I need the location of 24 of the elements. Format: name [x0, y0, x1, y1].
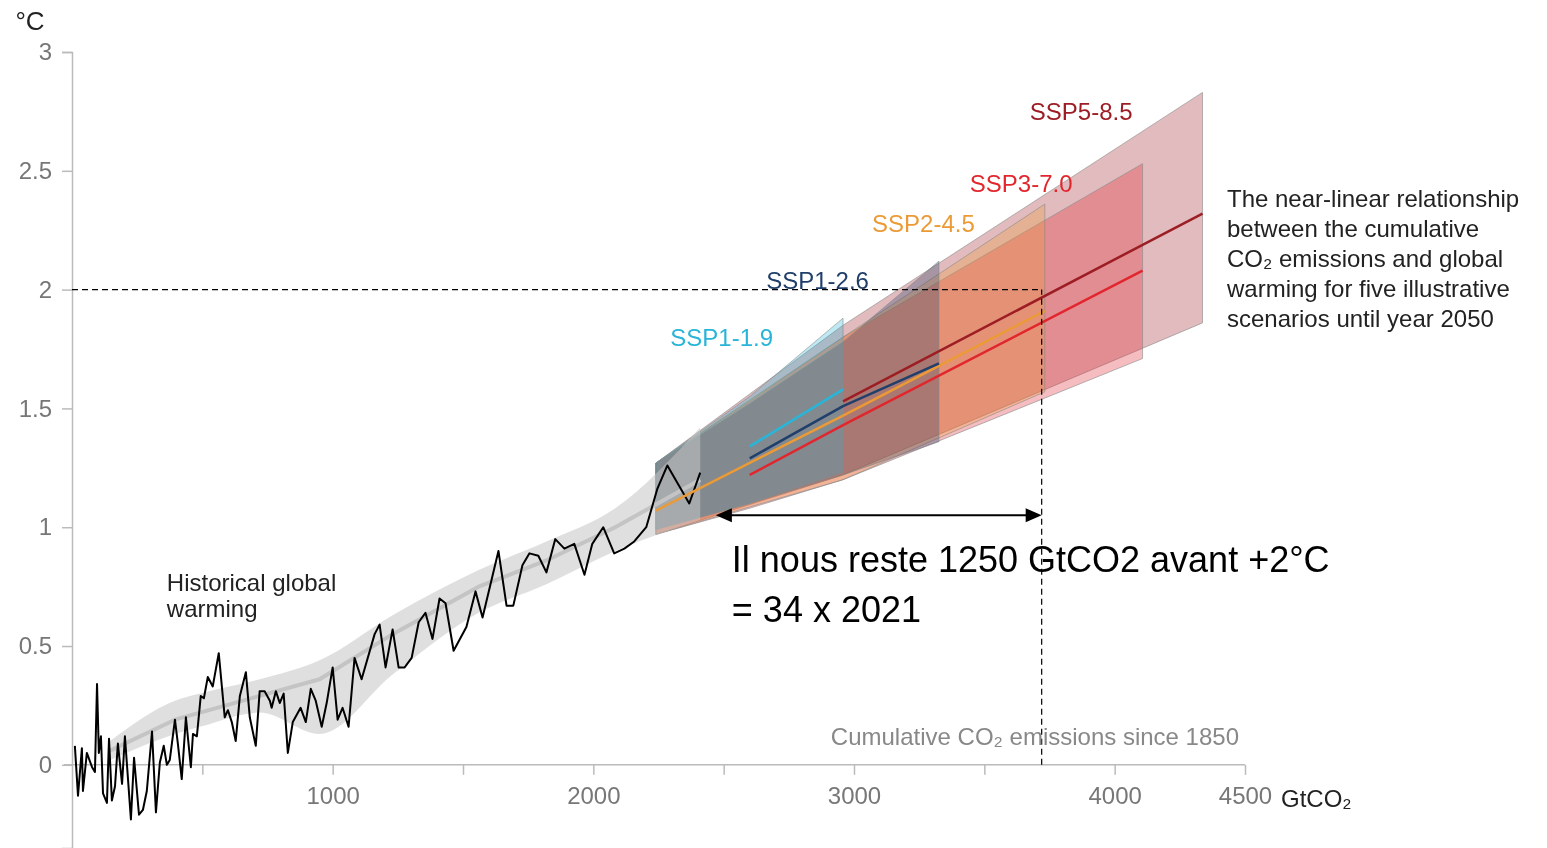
series-label: Historical global warming	[165, 569, 337, 623]
annotation: Il nous reste 1250 GtCO2 avant +2°C = 34 x 2021	[731, 539, 1330, 631]
x-tick-label: 3000	[827, 781, 882, 809]
y-tick-label: 1.5	[18, 394, 52, 422]
annotation: The near-linear relationship between the cumulative CO₂ emissions and global warming for five illustrative scenarios until year 2050	[1227, 184, 1521, 334]
text: SSP3-7.0	[969, 169, 1073, 197]
x-tick-label: 2000	[567, 781, 621, 809]
y-tick-label: 2.5	[18, 156, 52, 184]
y-tick-label: 3	[38, 38, 52, 66]
y-tick-label: 0	[38, 751, 52, 779]
y-tick-label: 0.5	[18, 632, 52, 660]
text: SSP2-4.5	[872, 210, 975, 238]
text: SSP5-8.5	[1029, 98, 1133, 126]
annotation: Cumulative CO₂ emissions since 1850	[830, 722, 1239, 750]
y-axis-title: °C	[15, 6, 45, 36]
x-axis-title: GtCO₂	[1281, 784, 1352, 812]
text: SSP1-2.6	[766, 267, 869, 295]
x-tick-label: 4000	[1088, 781, 1142, 809]
text: SSP1-1.9	[670, 324, 774, 352]
y-tick-label: 2	[38, 275, 52, 303]
line-series	[73, 464, 702, 821]
y-tick-label: 1	[38, 513, 52, 541]
x-tick-label: 4500	[1218, 781, 1273, 809]
x-tick-label: 1000	[306, 781, 360, 809]
